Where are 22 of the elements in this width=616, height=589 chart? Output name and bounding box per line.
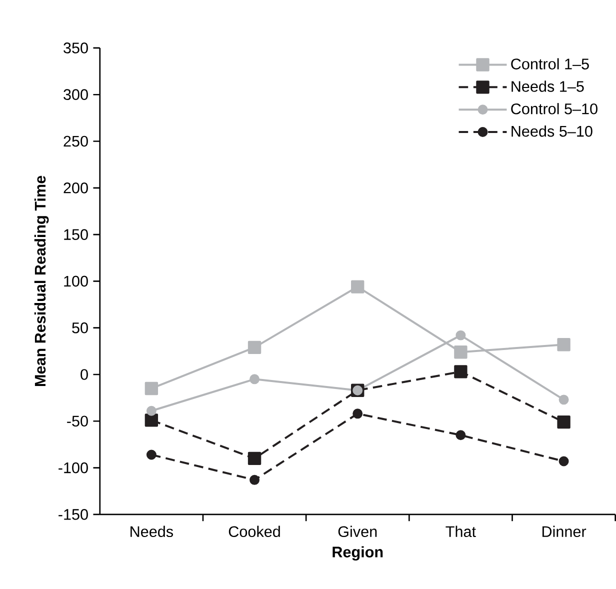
- legend-label: Needs 1–5: [512, 80, 584, 92]
- x-tick-label: Cooked: [228, 526, 280, 537]
- x-axis-title: Region: [332, 546, 383, 560]
- y-tick-label: -50: [67, 416, 88, 426]
- y-tick-label: -100: [58, 462, 88, 474]
- y-tick-label: 300: [64, 89, 88, 100]
- legend-label: Control 5–10: [511, 102, 598, 114]
- y-tick-label: -150: [58, 508, 88, 520]
- y-axis-title: Mean Residual Reading Time: [34, 176, 49, 386]
- y-tick-label: 0: [80, 368, 88, 380]
- y-tick-label: 200: [64, 182, 88, 194]
- x-tick-label: Dinner: [542, 526, 586, 537]
- x-tick-label: That: [446, 526, 476, 537]
- x-tick-label: Needs: [130, 526, 174, 537]
- legend-label: Control 1–5: [511, 58, 589, 70]
- y-tick-label: 350: [64, 42, 88, 54]
- y-tick-label: 50: [72, 322, 88, 334]
- y-tick-label: 250: [64, 136, 88, 146]
- y-tick-label: 100: [64, 276, 88, 286]
- x-tick-label: Given: [338, 526, 377, 537]
- legend-label: Needs 5–10: [512, 125, 592, 137]
- y-tick-label: 150: [64, 228, 88, 240]
